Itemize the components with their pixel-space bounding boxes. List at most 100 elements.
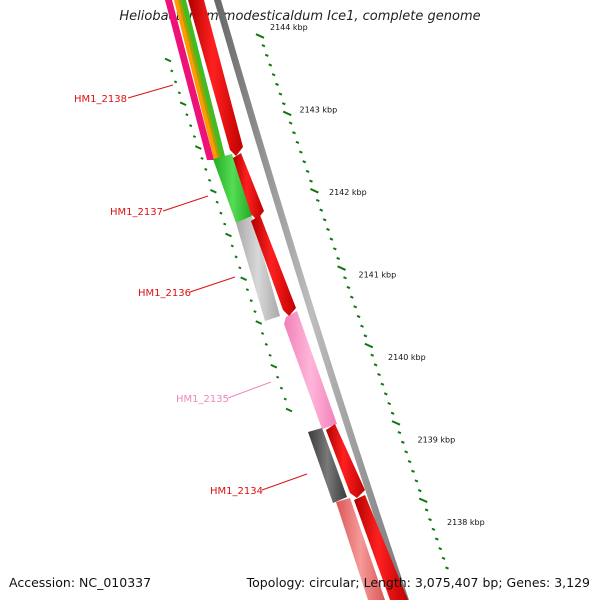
gene-label-leader — [261, 473, 308, 491]
gene-label[interactable]: HM1_2134 — [210, 486, 263, 497]
ruler-minor-tick — [360, 324, 364, 328]
ruler-minor-tick — [373, 363, 378, 367]
gene-next[interactable] — [336, 498, 385, 600]
ruler-minor-tick — [428, 518, 432, 522]
gene-red-1[interactable] — [188, 0, 243, 156]
ruler-minor-tick — [298, 150, 303, 154]
ruler-tick-label: 2140 kbp — [388, 353, 426, 362]
inner-minor-tick — [170, 69, 174, 73]
inner-minor-tick — [189, 124, 193, 128]
ruler-minor-tick — [424, 508, 429, 512]
inner-minor-tick — [192, 135, 197, 139]
gene-hm1-2136[interactable] — [236, 216, 280, 321]
inner-minor-tick — [230, 244, 234, 248]
inner-major-tick — [164, 57, 172, 63]
inner-minor-tick — [200, 156, 204, 160]
ruler-minor-tick — [264, 53, 269, 57]
inner-minor-tick — [268, 353, 272, 357]
ruler-minor-tick — [356, 314, 361, 319]
ruler-minor-tick — [445, 566, 449, 570]
inner-minor-tick — [279, 386, 284, 390]
genome-backbone — [214, 0, 409, 600]
ruler-minor-tick — [400, 440, 405, 444]
ruler-tick-label: 2143 kbp — [300, 106, 338, 115]
inner-minor-tick — [207, 178, 212, 182]
ruler-minor-tick — [346, 285, 351, 290]
inner-minor-tick — [173, 80, 178, 84]
ruler-minor-tick — [271, 73, 276, 77]
ruler-minor-tick — [404, 450, 409, 454]
gene-label[interactable]: HM1_2136 — [138, 288, 191, 299]
ruler-major-tick — [255, 33, 265, 39]
gene-red-4[interactable] — [326, 424, 365, 498]
ruler-minor-tick — [414, 479, 419, 483]
inner-minor-tick — [283, 397, 287, 401]
ruler-tick-label: 2138 kbp — [447, 518, 485, 527]
inner-minor-tick — [219, 211, 223, 215]
ruler-minor-tick — [417, 489, 422, 493]
ruler-minor-tick — [305, 169, 310, 174]
inner-minor-tick — [245, 288, 250, 292]
gene-label-leader — [227, 381, 272, 399]
ruler-minor-tick — [326, 227, 330, 232]
ruler-minor-tick — [377, 372, 381, 377]
ruler-minor-tick — [387, 401, 392, 406]
ruler-minor-tick — [441, 556, 446, 560]
ruler-minor-tick — [370, 353, 375, 357]
gene-red-3[interactable] — [251, 215, 296, 316]
gene-label-leader — [162, 195, 209, 212]
gene-label[interactable]: HM1_2138 — [74, 94, 127, 105]
ruler-minor-tick — [407, 460, 412, 464]
inner-major-tick — [209, 188, 217, 194]
ruler-minor-tick — [329, 237, 334, 241]
inner-minor-tick — [253, 310, 257, 314]
ruler-major-tick — [282, 110, 292, 117]
gene-hm1-2137[interactable] — [213, 154, 252, 223]
ruler-minor-tick — [278, 92, 283, 96]
inner-major-tick — [285, 407, 293, 413]
inner-minor-tick — [223, 222, 227, 226]
ruler-minor-tick — [292, 131, 296, 135]
gene-label[interactable]: HM1_2135 — [176, 394, 229, 405]
ruler-ticks: 2144 kbp 2143 kbp 2142 kbp 2141 kbp 2140 kbp… — [164, 23, 485, 570]
gene-hm1-2134[interactable] — [308, 428, 347, 503]
gene-hm1-2135[interactable] — [284, 311, 337, 429]
ruler-minor-tick — [380, 382, 385, 386]
ruler-tick-label: 2139 kbp — [418, 436, 456, 445]
gene-labels: HM1_2138 HM1_2137 HM1_2136 HM1_2135 HM1_2134 — [74, 84, 308, 497]
map-title: Heliobacterium modesticaldum Ice1, compl… — [119, 9, 481, 24]
ruler-tick-label: 2144 kbp — [270, 23, 308, 32]
inner-minor-tick — [185, 113, 189, 117]
ruler-minor-tick — [349, 295, 354, 299]
gene-label-leader — [189, 276, 236, 293]
inner-minor-tick — [215, 200, 219, 204]
ruler-major-tick — [418, 497, 428, 504]
inner-minor-tick — [264, 342, 268, 346]
inner-major-tick — [179, 101, 187, 107]
feature-band-magenta — [165, 0, 214, 160]
ruler-minor-tick — [309, 179, 313, 183]
ruler-minor-tick — [268, 63, 273, 67]
ruler-minor-tick — [332, 247, 337, 251]
ruler-minor-tick — [322, 218, 327, 222]
ruler-minor-tick — [315, 198, 320, 203]
accession-label: Accession: NC_010337 — [9, 575, 152, 590]
gene-red-5[interactable] — [354, 495, 408, 600]
ruler-minor-tick — [434, 537, 439, 541]
inner-minor-tick — [260, 331, 265, 335]
gene-red-2[interactable] — [233, 153, 264, 220]
inner-major-tick — [240, 276, 248, 282]
inner-minor-tick — [177, 91, 181, 95]
ruler-minor-tick — [281, 102, 286, 106]
ruler-tick-label: 2141 kbp — [359, 271, 397, 280]
inner-major-tick — [255, 320, 263, 325]
gene-label[interactable]: HM1_2137 — [110, 207, 163, 218]
ruler-minor-tick — [411, 469, 415, 473]
ruler-minor-tick — [383, 392, 388, 396]
feature-band-green — [181, 0, 226, 160]
ruler-minor-tick — [295, 140, 300, 144]
ruler-minor-tick — [288, 121, 293, 125]
ruler-minor-tick — [397, 430, 402, 435]
inner-minor-tick — [204, 167, 208, 171]
